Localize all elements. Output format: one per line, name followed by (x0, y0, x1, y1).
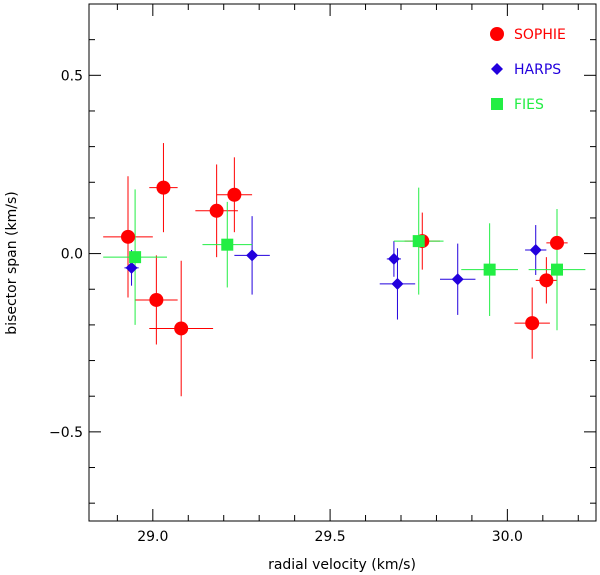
y-tick-label: −0.5 (49, 425, 83, 441)
legend-sophie-marker (490, 27, 504, 41)
legend-sophie-label: SOPHIE (514, 27, 566, 43)
legend-harps-marker (491, 63, 503, 75)
error-bars (103, 143, 586, 397)
legend: SOPHIE HARPS FIES (490, 27, 566, 113)
y-tick-label: 0.5 (61, 68, 83, 84)
harps-point (529, 244, 542, 257)
x-tick-label: 30.0 (492, 529, 523, 545)
sophie-point (149, 292, 164, 307)
sophie-point (156, 180, 171, 195)
sophie-point (539, 273, 554, 288)
axis-tick-labels: 29.0 29.5 30.0 0.5 0.0 −0.5 (49, 68, 523, 545)
harps-point (391, 277, 404, 290)
sophie-point (227, 187, 242, 202)
fies-point (551, 263, 563, 276)
harps-point (246, 249, 259, 262)
fies-point (129, 251, 142, 264)
legend-harps-label: HARPS (514, 62, 561, 78)
legend-fies-label: FIES (514, 97, 544, 113)
y-tick-label: 0.0 (61, 247, 83, 263)
x-tick-label: 29.5 (315, 529, 346, 545)
fies-point (483, 263, 496, 276)
harps-point (125, 261, 138, 274)
x-tick-label: 29.0 (137, 529, 168, 545)
sophie-point (121, 229, 135, 244)
data-markers (121, 180, 564, 336)
sophie-point (209, 203, 224, 218)
plot-frame (88, 3, 597, 522)
harps-point (451, 273, 464, 286)
sophie-point (174, 321, 189, 336)
legend-fies-marker (491, 98, 503, 110)
fies-point (412, 235, 425, 248)
y-axis-label: bisector span (km/s) (4, 191, 20, 334)
sophie-point (550, 235, 564, 250)
axis-ticks (89, 3, 596, 521)
x-axis-label: radial velocity (km/s) (268, 557, 416, 573)
sophie-point (525, 316, 540, 331)
harps-point (387, 252, 400, 265)
fies-point (221, 238, 234, 251)
